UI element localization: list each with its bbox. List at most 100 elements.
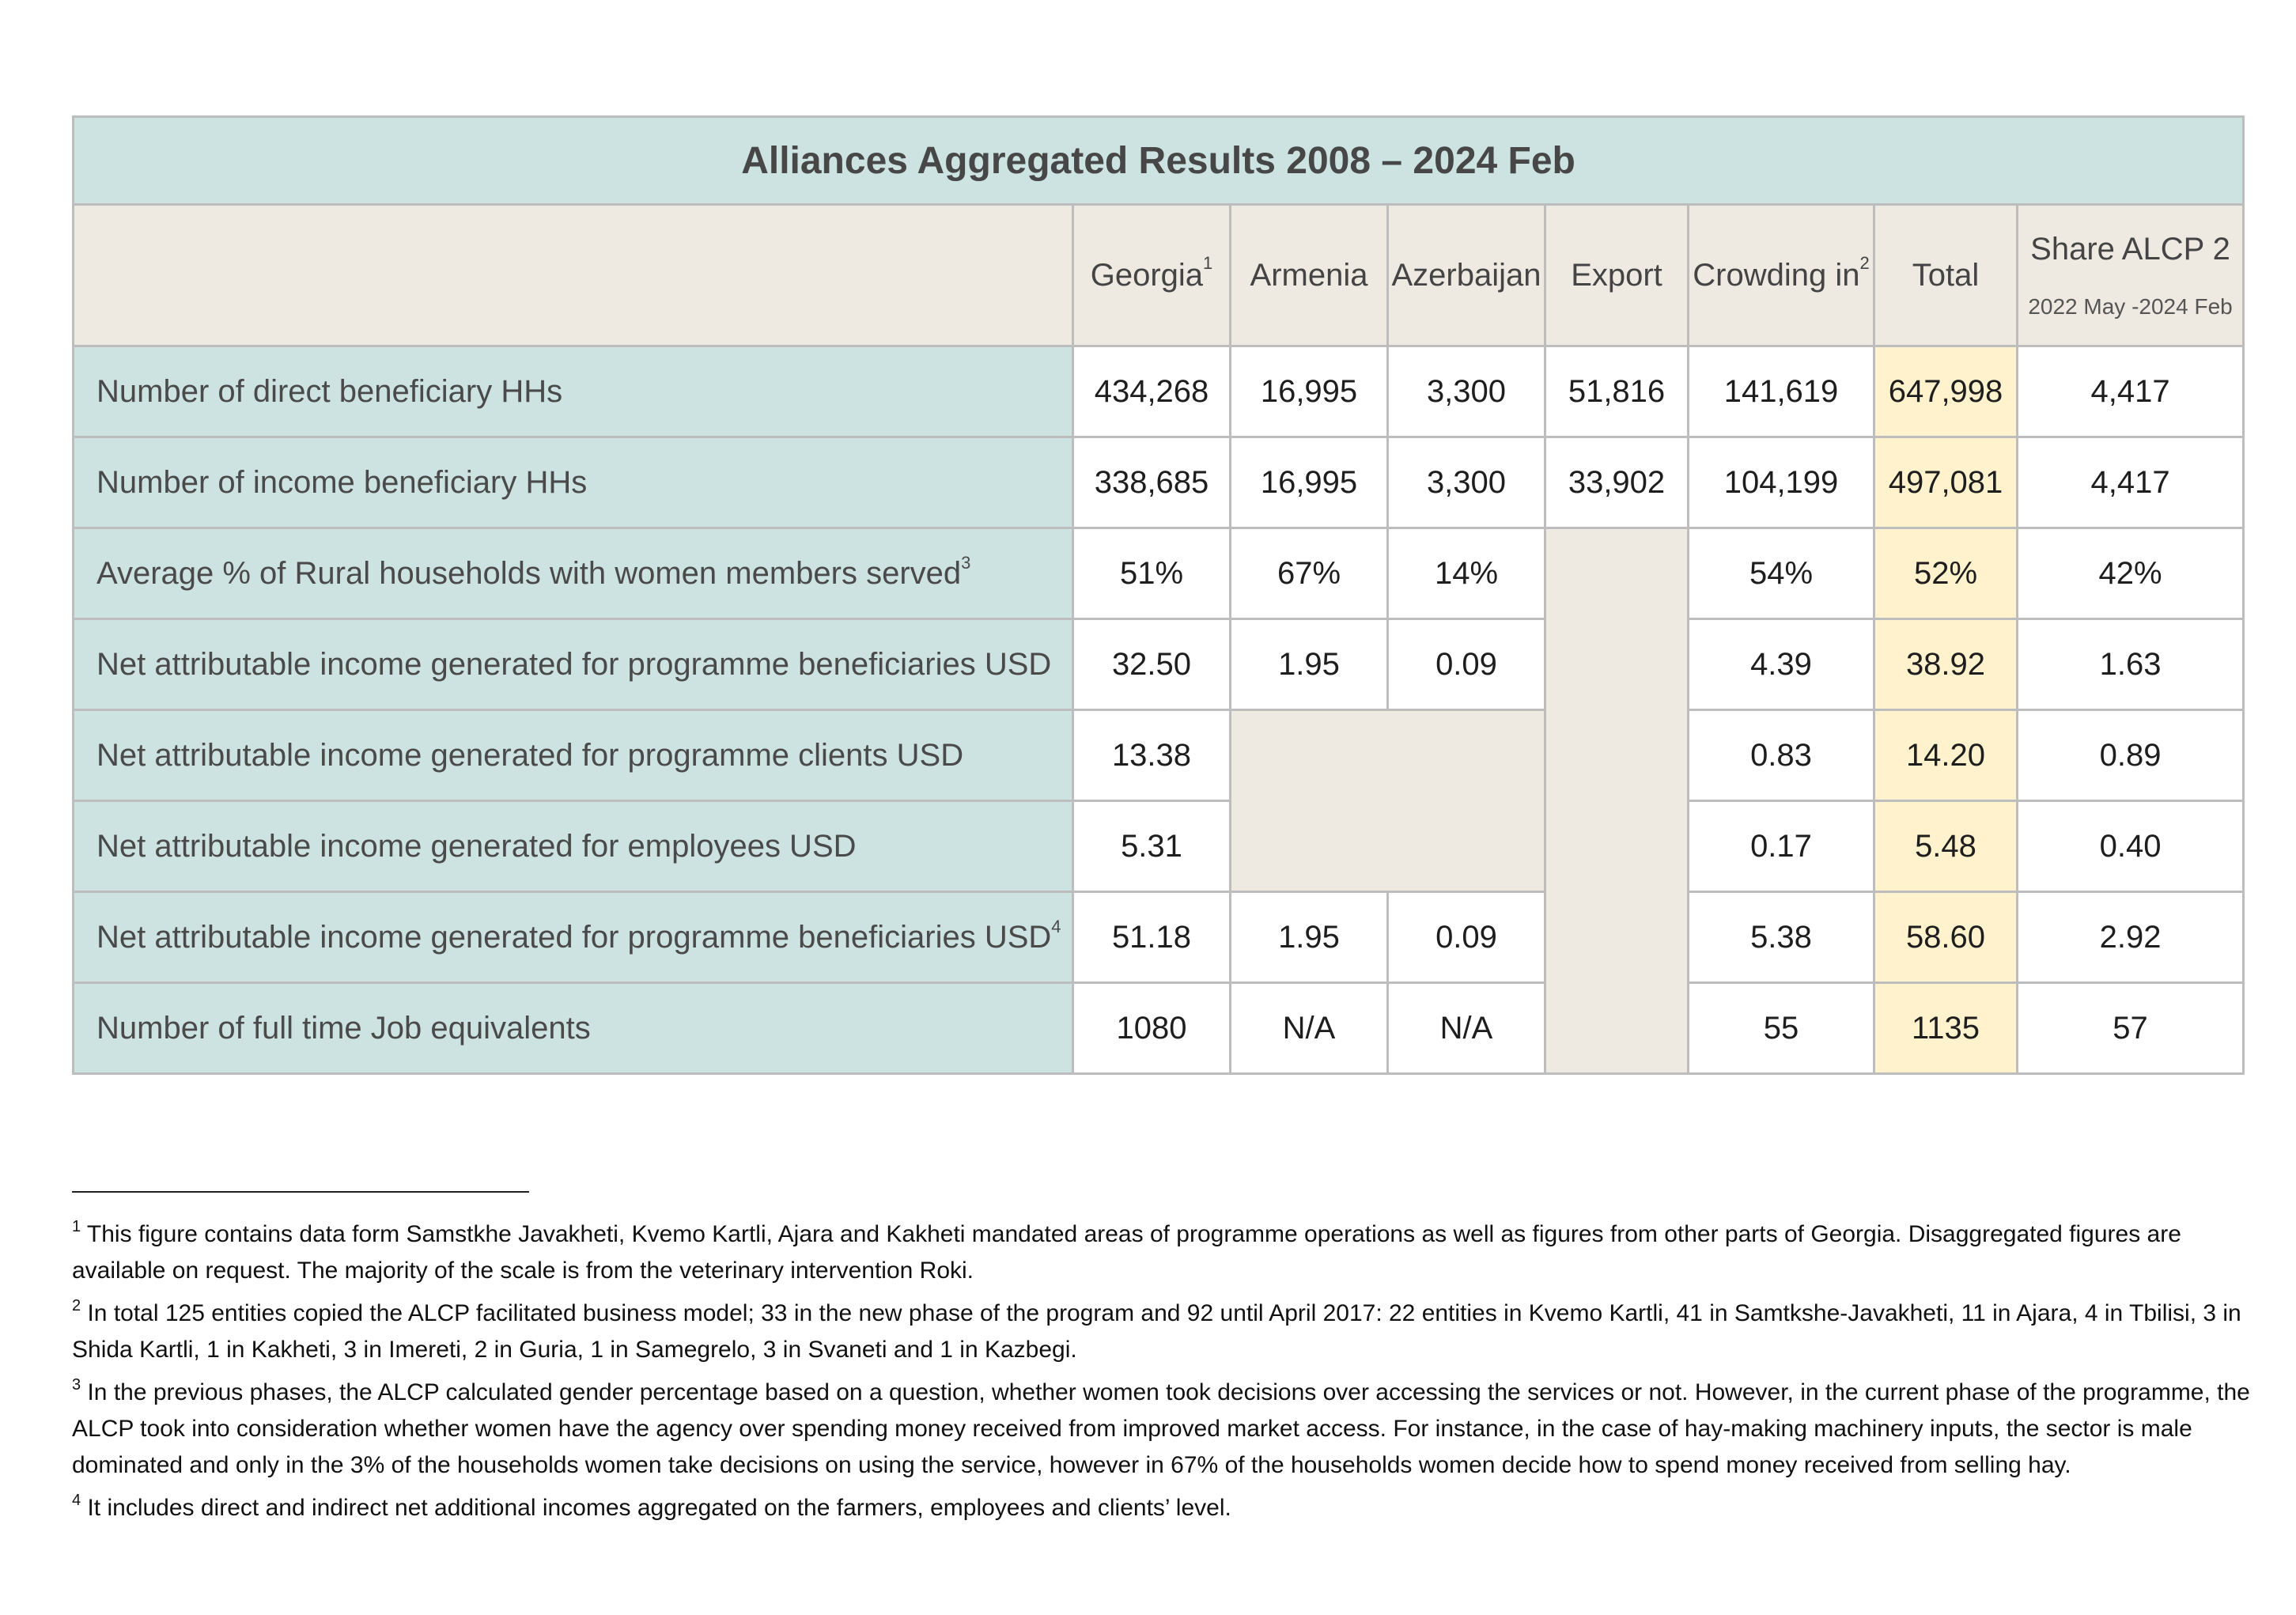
header-blank-cell [72,203,1074,347]
column-header-georgia: Georgia1 [1072,203,1231,347]
table-row: Net attributable income generated for pr… [72,618,2245,711]
table-row: Number of full time Job equivalents 1080 N… [72,981,2245,1075]
cell-crowding: 5.38 [1687,891,1875,984]
column-header-share-label: Share ALCP 2 [2030,231,2230,267]
cell-export: 51,816 [1544,345,1689,438]
cell-crowding: 0.83 [1687,709,1875,802]
title-row: Alliances Aggregated Results 2008 – 2024… [71,115,2245,206]
cell-total: 5.48 [1873,800,2018,893]
cell-crowding: 104,199 [1687,436,1875,529]
footnote-ref-2: 2 [1859,253,1870,274]
cell-total: 52% [1873,527,2018,620]
header-row: Georgia1 Armenia Azerbaijan Export Crowd… [72,203,2245,347]
column-header-crowding-in: Crowding in2 [1687,203,1875,347]
cell-georgia: 5.31 [1072,800,1231,893]
row-label-text: Average % of Rural households with women… [96,555,962,591]
footnote-number: 2 [72,1297,81,1314]
cell-export: 33,902 [1544,436,1689,529]
column-header-georgia-label: Georgia [1090,257,1204,293]
row-label: Number of full time Job equivalents [72,981,1074,1075]
table-row: Average % of Rural households with women… [72,527,2245,1075]
table-row: Number of direct beneficiary HHs 434,268 1… [72,345,2245,438]
row-label: Average % of Rural households with women… [72,527,1074,620]
column-header-share-alcp2: Share ALCP 2 2022 May -2024 Feb [2015,203,2245,347]
cell-crowding: 54% [1687,527,1875,620]
column-header-crowding-label: Crowding in [1693,257,1860,293]
cell-georgia: 32.50 [1072,618,1231,711]
cell-armenia: 1.95 [1229,618,1389,711]
row-label: Net attributable income generated for pr… [72,891,1074,984]
cell-georgia: 51.18 [1072,891,1231,984]
cell-share: 0.40 [2015,800,2245,893]
export-empty-block [1544,527,1689,1075]
column-header-armenia: Armenia [1229,203,1389,347]
cell-total: 497,081 [1873,436,2018,529]
footnote-ref-1: 1 [1203,253,1213,274]
cell-share: 1.63 [2015,618,2245,711]
cell-total: 647,998 [1873,345,2018,438]
table-row: Net attributable income generated for pr… [72,709,2245,893]
cell-share: 57 [2015,981,2245,1075]
column-header-export: Export [1544,203,1689,347]
cell-armenia: 16,995 [1229,436,1389,529]
footnote-number: 4 [72,1492,81,1509]
cell-georgia: 1080 [1072,981,1231,1075]
cell-share: 4,417 [2015,436,2245,529]
row-label-text: Net attributable income generated for pr… [96,646,1052,682]
column-header-total: Total [1873,203,2018,347]
footnote-ref: 3 [961,553,971,573]
cell-georgia: 434,268 [1072,345,1231,438]
cell-armenia: 67% [1229,527,1389,620]
column-header-share-period: 2022 May -2024 Feb [2028,293,2233,319]
row-label-text: Net attributable income generated for em… [96,828,857,864]
cell-armenia: 16,995 [1229,345,1389,438]
footnote-item: 1 This figure contains data form Samstkh… [72,1210,2255,1289]
cell-total: 14.20 [1873,709,2018,802]
footnote-divider [72,1191,529,1193]
cell-georgia: 13.38 [1072,709,1231,802]
results-table: Alliances Aggregated Results 2008 – 2024… [71,115,2245,1075]
footnote-item: 3 In the previous phases, the ALCP calcu… [72,1368,2255,1484]
footnote-text: This figure contains data form Samstkhe … [72,1221,2181,1284]
table-row: Net attributable income generated for em… [72,800,2245,893]
cell-azerbaijan: 3,300 [1386,345,1546,438]
row-label: Number of income beneficiary HHs [72,436,1074,529]
cell-crowding: 4.39 [1687,618,1875,711]
cell-azerbaijan: N/A [1386,981,1546,1075]
cell-georgia: 338,685 [1072,436,1231,529]
cell-share: 2.92 [2015,891,2245,984]
cell-share: 42% [2015,527,2245,620]
cell-armenia: 1.95 [1229,891,1389,984]
cell-azerbaijan: 0.09 [1386,618,1546,711]
cell-total: 58.60 [1873,891,2018,984]
cell-azerbaijan: 0.09 [1386,891,1546,984]
armenia-azerbaijan-empty-block [1229,709,1546,893]
cell-crowding: 141,619 [1687,345,1875,438]
row-label-text: Number of full time Job equivalents [96,1010,591,1046]
cell-armenia: N/A [1229,981,1389,1075]
cell-crowding: 0.17 [1687,800,1875,893]
footnote-item: 2 In total 125 entities copied the ALCP … [72,1289,2255,1368]
footnote-text: In total 125 entities copied the ALCP fa… [72,1300,2241,1363]
footnotes: 1 This figure contains data form Samstkh… [72,1210,2255,1526]
column-header-azerbaijan: Azerbaijan [1386,203,1546,347]
footnote-number: 1 [72,1218,81,1235]
row-label: Number of direct beneficiary HHs [72,345,1074,438]
cell-total: 1135 [1873,981,2018,1075]
cell-azerbaijan: 3,300 [1386,436,1546,529]
row-label: Net attributable income generated for em… [72,800,1074,893]
table-title: Alliances Aggregated Results 2008 – 2024… [71,115,2245,206]
table-row: Net attributable income generated for pr… [72,891,2245,984]
footnote-ref: 4 [1051,917,1061,937]
row-label-text: Net attributable income generated for pr… [96,737,964,773]
footnote-text: It includes direct and indirect net addi… [87,1495,1231,1521]
footnote-text: In the previous phases, the ALCP calcula… [72,1379,2250,1478]
cell-azerbaijan: 14% [1386,527,1546,620]
footnote-item: 4 It includes direct and indirect net ad… [72,1484,2255,1526]
row-label-text: Net attributable income generated for pr… [96,919,1052,955]
footnote-number: 3 [72,1376,81,1394]
cell-share: 0.89 [2015,709,2245,802]
cell-total: 38.92 [1873,618,2018,711]
row-label-text: Number of direct beneficiary HHs [96,373,563,409]
row-label: Net attributable income generated for pr… [72,618,1074,711]
